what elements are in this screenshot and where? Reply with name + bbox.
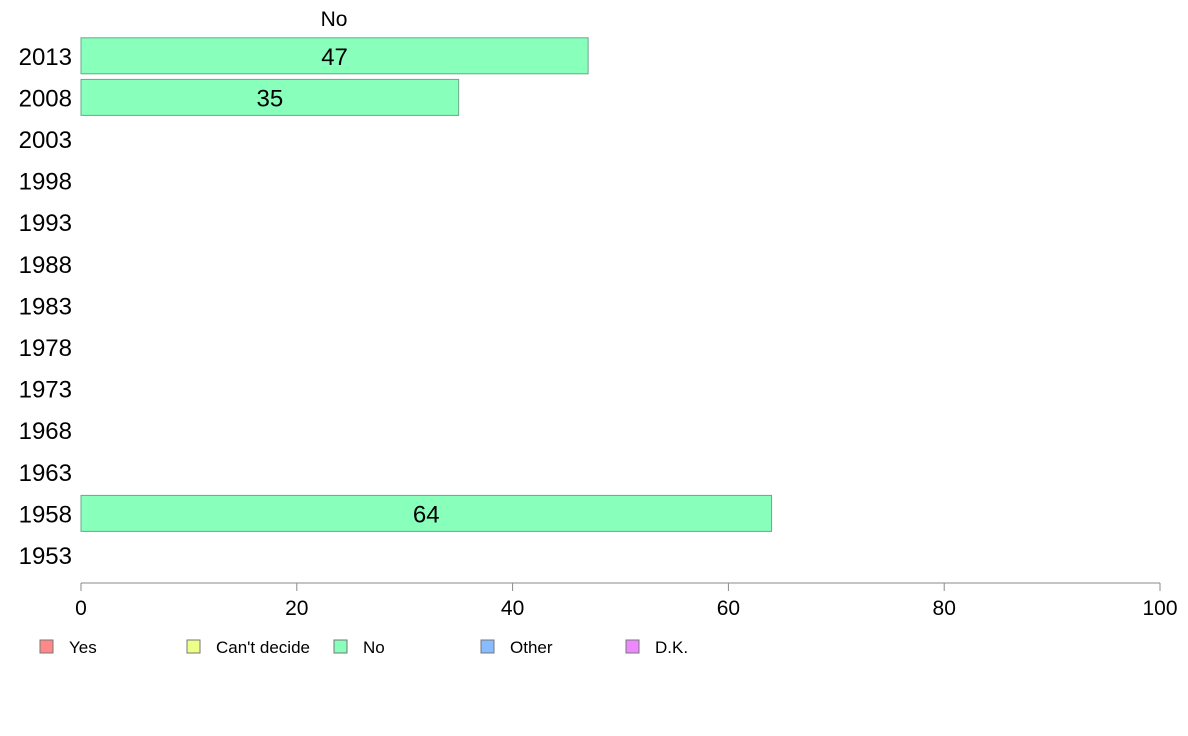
y-tick-label: 1993 xyxy=(19,210,72,237)
data-label: 64 xyxy=(413,501,440,528)
legend-label: Can't decide xyxy=(216,638,310,657)
legend-swatch xyxy=(186,639,201,654)
legend-swatch xyxy=(625,639,640,654)
x-tick-label: 40 xyxy=(501,597,524,620)
x-tick-label: 20 xyxy=(285,597,308,620)
y-tick-label: 1973 xyxy=(19,377,72,404)
legend-item: Yes xyxy=(39,638,97,657)
y-tick-label: 2003 xyxy=(19,127,72,154)
legend-swatch xyxy=(480,639,495,654)
legend-label: D.K. xyxy=(655,638,688,657)
y-tick-label: 1978 xyxy=(19,335,72,362)
y-tick-label: 2008 xyxy=(19,85,72,112)
legend-item: Can't decide xyxy=(186,638,310,657)
data-label: 35 xyxy=(256,85,283,112)
legend-swatch xyxy=(39,639,54,654)
legend: Yes Can't decide No Other D.K. xyxy=(39,638,688,657)
x-tick-label: 100 xyxy=(1142,597,1177,620)
y-tick-label: 1953 xyxy=(19,543,72,570)
x-tick-label: 0 xyxy=(75,597,87,620)
bar xyxy=(80,494,773,532)
plot-area: No 2013 2008 2003 1998 1993 1988 1983 1978 1973 19… xyxy=(19,8,1178,620)
bar xyxy=(80,78,460,116)
y-tick-label: 1988 xyxy=(19,252,72,279)
y-tick-label: 1983 xyxy=(19,293,72,320)
legend-item: No xyxy=(333,638,385,657)
legend-item: Other xyxy=(480,638,553,657)
x-tick-label: 60 xyxy=(717,597,740,620)
y-tick-label: 1998 xyxy=(19,169,72,196)
y-tick-label: 1968 xyxy=(19,418,72,445)
legend-item: D.K. xyxy=(625,638,688,657)
x-tick-label: 80 xyxy=(933,597,956,620)
y-tick-label: 1963 xyxy=(19,460,72,487)
y-tick-label: 2013 xyxy=(19,44,72,71)
legend-label: Other xyxy=(510,638,553,657)
series-title: No xyxy=(321,8,348,31)
legend-swatch xyxy=(333,639,348,654)
legend-label: Yes xyxy=(69,638,97,657)
legend-label: No xyxy=(363,638,385,657)
y-tick-label: 1958 xyxy=(19,501,72,528)
data-label: 47 xyxy=(321,44,348,71)
bar xyxy=(80,37,589,75)
